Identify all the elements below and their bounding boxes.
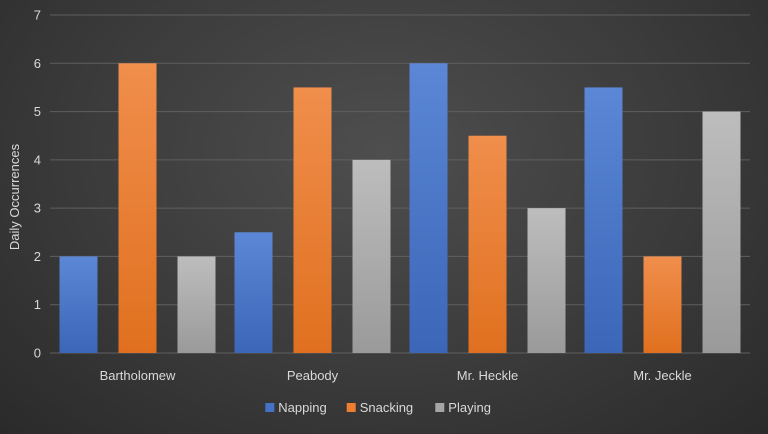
legend-label: Playing [448, 400, 491, 415]
x-tick-label: Bartholomew [100, 368, 176, 383]
y-tick-label: 1 [34, 297, 41, 312]
legend-swatch [435, 403, 445, 412]
y-tick-labels: 0 1 2 3 4 5 6 7 [34, 8, 41, 361]
bar-napping-0 [59, 256, 98, 353]
legend-swatch [265, 403, 275, 412]
bar-snacking-3 [643, 256, 682, 353]
gridlines [50, 14, 750, 354]
legend-swatch [346, 403, 356, 412]
bar-playing-2 [527, 208, 566, 353]
bar-playing-0 [177, 256, 216, 353]
x-tick-labels: Bartholomew Peabody Mr. Heckle Mr. Jeckle [100, 368, 692, 383]
legend-item-snacking: Snacking [346, 400, 413, 415]
x-tick-label: Mr. Heckle [457, 368, 518, 383]
x-tick-label: Mr. Jeckle [633, 368, 692, 383]
bar-snacking-1 [293, 87, 332, 353]
bar-napping-2 [409, 63, 448, 354]
y-tick-label: 6 [34, 56, 41, 71]
x-tick-label: Peabody [287, 368, 339, 383]
bars [59, 63, 741, 354]
legend-item-napping: Napping [265, 400, 327, 415]
bar-playing-1 [352, 159, 391, 353]
legend-label: Napping [278, 400, 326, 415]
bar-napping-3 [584, 87, 623, 353]
y-tick-label: 2 [34, 249, 41, 264]
bar-snacking-2 [468, 135, 507, 353]
y-tick-label: 7 [34, 8, 41, 23]
y-tick-label: 5 [34, 104, 41, 119]
legend-label: Snacking [360, 400, 413, 415]
bar-snacking-0 [118, 63, 157, 354]
bar-napping-1 [234, 232, 273, 353]
y-tick-label: 0 [34, 346, 41, 361]
y-tick-label: 3 [34, 201, 41, 216]
y-tick-label: 4 [34, 152, 41, 167]
bar-playing-3 [702, 111, 741, 353]
legend-item-playing: Playing [435, 400, 491, 415]
y-axis-title: Daily Occurrences [7, 143, 22, 250]
legend: Napping Snacking Playing [265, 400, 491, 415]
